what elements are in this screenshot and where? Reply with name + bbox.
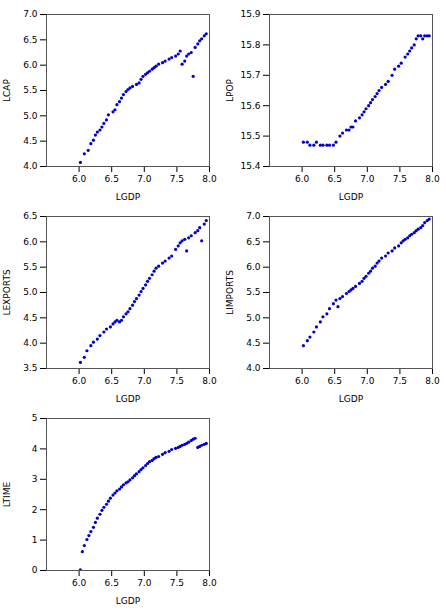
svg-text:5.5: 5.5 <box>23 262 37 272</box>
svg-text:15.5: 15.5 <box>240 131 260 141</box>
svg-text:LPOP: LPOP <box>225 78 235 102</box>
svg-text:8.0: 8.0 <box>202 376 217 386</box>
svg-text:7.5: 7.5 <box>170 376 184 386</box>
svg-text:7.0: 7.0 <box>360 376 375 386</box>
svg-text:LTIME: LTIME <box>2 482 12 508</box>
svg-text:LIMPORTS: LIMPORTS <box>225 270 235 315</box>
svg-text:5.0: 5.0 <box>23 287 38 297</box>
svg-text:2: 2 <box>32 505 38 515</box>
svg-text:6.0: 6.0 <box>72 174 87 184</box>
svg-text:8.0: 8.0 <box>425 376 440 386</box>
svg-text:4.0: 4.0 <box>23 161 38 171</box>
svg-text:6.5: 6.5 <box>23 211 37 221</box>
svg-text:7.0: 7.0 <box>246 211 261 221</box>
svg-text:6.0: 6.0 <box>23 60 38 70</box>
svg-text:6.0: 6.0 <box>72 376 87 386</box>
svg-text:7.0: 7.0 <box>137 174 152 184</box>
svg-text:6.0: 6.0 <box>295 376 310 386</box>
svg-text:15.4: 15.4 <box>240 161 260 171</box>
svg-text:5: 5 <box>32 413 38 423</box>
svg-text:6.5: 6.5 <box>105 174 119 184</box>
svg-text:LGDP: LGDP <box>339 192 364 202</box>
svg-text:5.5: 5.5 <box>246 287 260 297</box>
svg-text:4.5: 4.5 <box>246 338 260 348</box>
svg-text:4: 4 <box>32 444 38 454</box>
svg-text:LGDP: LGDP <box>116 596 141 606</box>
svg-text:7.0: 7.0 <box>23 9 38 19</box>
svg-text:3.5: 3.5 <box>23 363 37 373</box>
svg-text:4.5: 4.5 <box>23 313 37 323</box>
svg-text:15.7: 15.7 <box>240 70 260 80</box>
svg-text:15.6: 15.6 <box>240 101 260 111</box>
svg-text:4.0: 4.0 <box>23 338 38 348</box>
svg-text:7.0: 7.0 <box>360 174 375 184</box>
svg-text:6.0: 6.0 <box>23 237 38 247</box>
svg-text:6.0: 6.0 <box>72 578 87 588</box>
svg-text:8.0: 8.0 <box>202 578 217 588</box>
svg-text:5.0: 5.0 <box>23 111 38 121</box>
svg-text:0: 0 <box>32 565 38 575</box>
svg-text:6.5: 6.5 <box>246 237 260 247</box>
svg-text:LGDP: LGDP <box>116 394 141 404</box>
svg-text:1: 1 <box>32 535 38 545</box>
svg-text:6.5: 6.5 <box>105 578 119 588</box>
svg-text:4.5: 4.5 <box>23 136 37 146</box>
svg-text:7.0: 7.0 <box>137 578 152 588</box>
svg-text:5.5: 5.5 <box>23 85 37 95</box>
svg-text:LCAP: LCAP <box>2 78 12 101</box>
svg-text:6.5: 6.5 <box>328 376 342 386</box>
svg-text:6.5: 6.5 <box>105 376 119 386</box>
svg-text:6.0: 6.0 <box>246 262 261 272</box>
svg-text:7.5: 7.5 <box>170 174 184 184</box>
svg-text:15.8: 15.8 <box>240 40 260 50</box>
svg-text:LGDP: LGDP <box>339 394 364 404</box>
svg-text:7.5: 7.5 <box>170 578 184 588</box>
svg-text:3: 3 <box>32 474 38 484</box>
svg-text:LEXPORTS: LEXPORTS <box>2 269 12 315</box>
svg-text:LGDP: LGDP <box>116 192 141 202</box>
svg-text:8.0: 8.0 <box>425 174 440 184</box>
svg-text:6.5: 6.5 <box>328 174 342 184</box>
svg-text:7.5: 7.5 <box>393 376 407 386</box>
svg-text:5.0: 5.0 <box>246 313 261 323</box>
svg-text:15.9: 15.9 <box>240 9 260 19</box>
svg-text:6.0: 6.0 <box>295 174 310 184</box>
svg-text:4.0: 4.0 <box>246 363 261 373</box>
svg-text:8.0: 8.0 <box>202 174 217 184</box>
svg-text:6.5: 6.5 <box>23 35 37 45</box>
svg-text:7.5: 7.5 <box>393 174 407 184</box>
svg-text:7.0: 7.0 <box>137 376 152 386</box>
